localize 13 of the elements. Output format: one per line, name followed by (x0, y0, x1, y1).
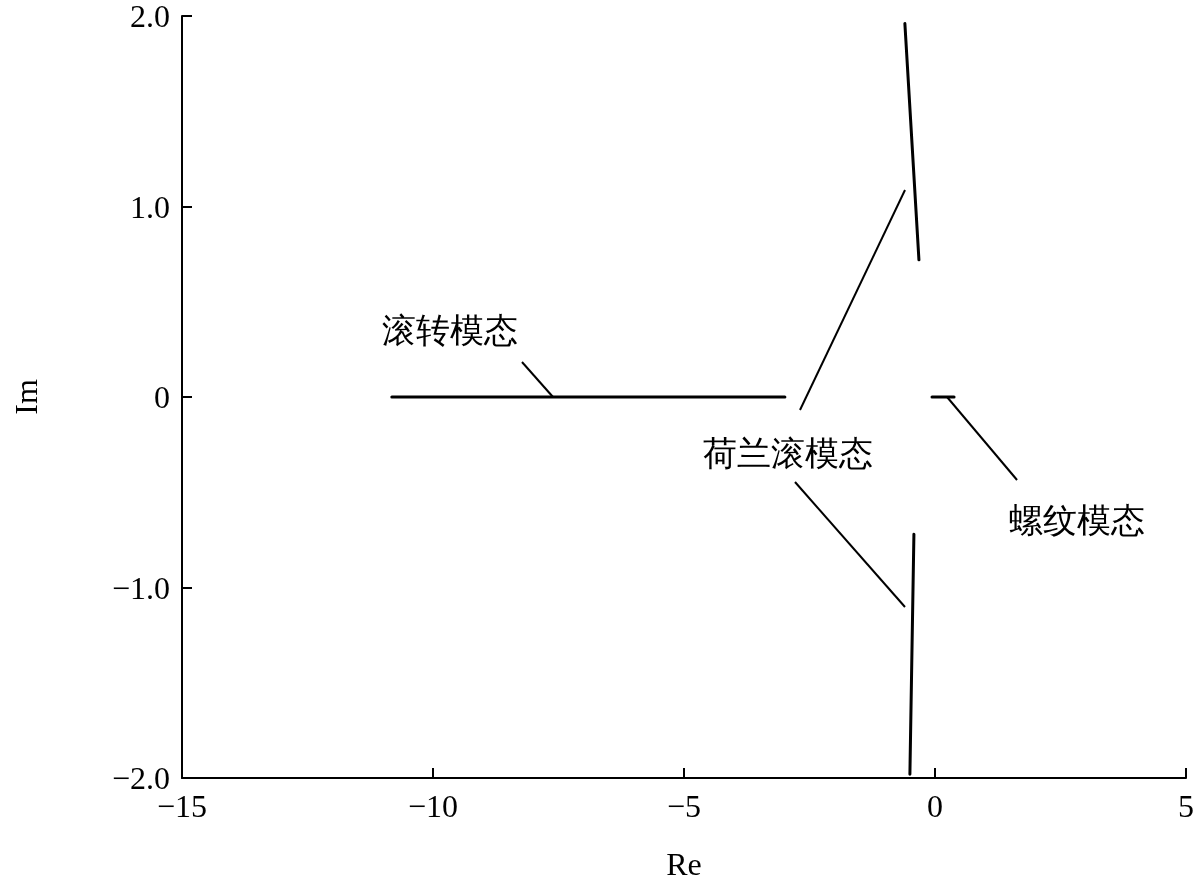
x-tick-label: −5 (666, 788, 702, 824)
y-axis-title: Im (8, 379, 44, 415)
x-tick-label: 0 (927, 788, 943, 824)
x-axis-title: Re (666, 846, 702, 882)
annotation: 荷兰滚模态 (703, 433, 873, 473)
y-tick-label: −1.0 (111, 569, 170, 606)
y-tick-label: 0 (154, 379, 170, 415)
x-tick-label: 5 (1178, 788, 1194, 824)
annotation: 滚转模态 (381, 310, 518, 350)
x-tick-label: −10 (407, 788, 459, 824)
y-tick-label: 2.0 (130, 0, 170, 34)
y-tick-label: 1.0 (130, 188, 170, 225)
annotation: 螺纹模态 (1009, 500, 1146, 540)
